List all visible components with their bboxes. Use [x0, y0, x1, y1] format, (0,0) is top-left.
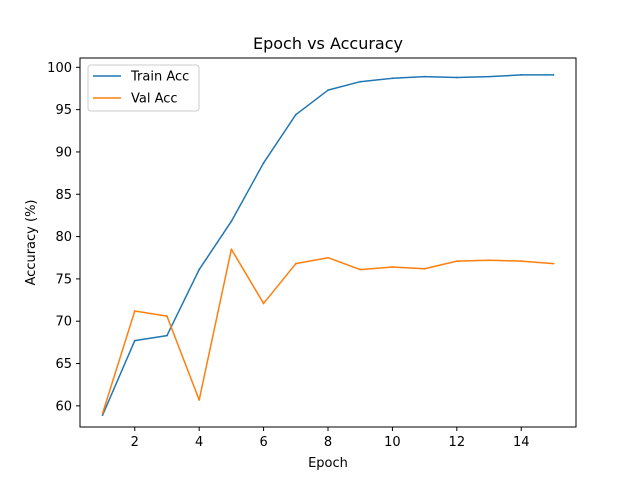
y-tick-label: 65: [55, 357, 72, 372]
plot-area: [80, 58, 576, 427]
data-point-val-acc: [294, 262, 297, 265]
data-point-val-acc: [262, 302, 265, 305]
data-point-val-acc: [230, 248, 233, 251]
data-point-train-acc: [133, 339, 136, 342]
data-point-train-acc: [101, 414, 104, 417]
data-point-train-acc: [327, 89, 329, 92]
y-axis-label: Accuracy (%): [24, 200, 39, 286]
legend-label-val-acc: Val Acc: [131, 92, 178, 107]
legend: Train Acc Val Acc: [87, 64, 200, 112]
data-point-val-acc: [391, 266, 394, 268]
x-axis-label: Epoch: [308, 456, 348, 471]
data-point-val-acc: [133, 310, 136, 312]
data-point-val-acc: [488, 259, 490, 262]
plot-frame: [79, 57, 577, 428]
x-tick-label: 12: [449, 435, 466, 450]
x-tick-label: 10: [384, 435, 401, 450]
x-tick-label: 6: [259, 435, 267, 450]
data-point-train-acc: [230, 220, 233, 223]
y-tick-label: 100: [47, 61, 72, 76]
y-tick-label: 60: [55, 399, 72, 414]
y-tick-label: 80: [55, 230, 72, 245]
x-tick-label: 14: [513, 435, 530, 450]
data-point-train-acc: [166, 334, 168, 337]
x-tick-label: 4: [195, 435, 203, 450]
y-axis-ticks: 60 65 70 75 80 85 90 95 100: [47, 61, 80, 414]
chart-title: Epoch vs Accuracy: [253, 34, 403, 53]
data-point-train-acc: [294, 113, 297, 116]
x-tick-label: 2: [131, 435, 139, 450]
data-point-val-acc: [166, 315, 168, 318]
data-point-train-acc: [455, 76, 458, 79]
data-point-train-acc: [552, 74, 555, 76]
y-tick-label: 85: [55, 188, 72, 203]
data-point-val-acc: [101, 412, 104, 415]
data-point-train-acc: [488, 75, 490, 78]
data-point-train-acc: [359, 80, 362, 83]
data-point-val-acc: [552, 262, 555, 265]
data-point-train-acc: [198, 268, 201, 271]
legend-label-train-acc: Train Acc: [130, 70, 189, 85]
y-tick-label: 95: [55, 103, 72, 118]
data-point-train-acc: [391, 77, 394, 80]
data-point-val-acc: [327, 256, 329, 259]
y-tick-label: 70: [55, 315, 72, 330]
data-point-train-acc: [423, 75, 426, 78]
x-tick-label: 8: [324, 435, 332, 450]
y-tick-label: 90: [55, 145, 72, 160]
data-point-val-acc: [455, 260, 458, 263]
data-point-val-acc: [359, 268, 362, 271]
series-layer: [101, 74, 555, 417]
data-point-val-acc: [423, 267, 426, 270]
data-point-val-acc: [198, 399, 201, 401]
data-point-train-acc: [262, 162, 265, 164]
data-point-train-acc: [520, 74, 523, 76]
x-axis-ticks: 2 4 6 8 10 12 14: [131, 427, 530, 450]
data-point-val-acc: [520, 260, 523, 263]
y-tick-label: 75: [55, 272, 72, 287]
